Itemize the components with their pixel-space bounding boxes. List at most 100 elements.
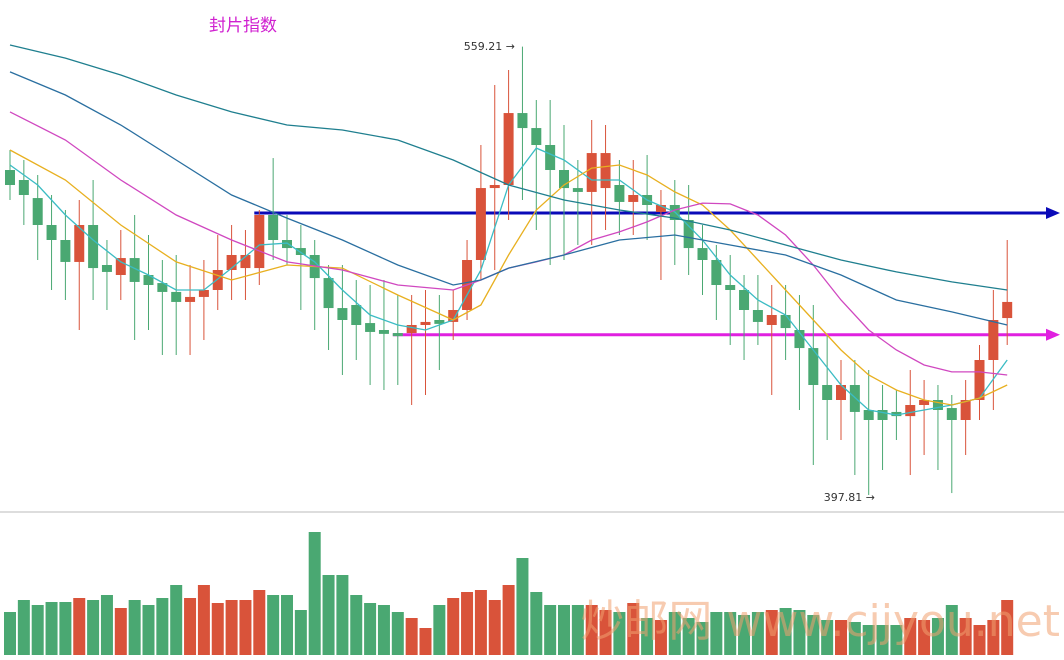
candle-body [905, 405, 916, 417]
volume-bar [239, 600, 252, 655]
volume-bar [654, 620, 667, 655]
candle-body [212, 270, 223, 290]
candle-body [323, 278, 334, 309]
candle-body [392, 333, 403, 337]
volume-bar [225, 600, 238, 655]
ma-line [9, 111, 1008, 376]
volume-bar [696, 622, 709, 655]
candle-body [32, 198, 43, 225]
candle-body [808, 348, 819, 385]
volume-bar [197, 585, 210, 655]
candle-body [115, 258, 126, 275]
volume-bar [931, 618, 944, 655]
candle-body [101, 265, 112, 272]
candle-body [46, 225, 57, 240]
volume-bar [641, 618, 654, 655]
candle-body [198, 290, 209, 297]
candle-body [988, 320, 999, 360]
volume-bar [544, 605, 557, 655]
candle-body [282, 240, 292, 249]
candle-body [365, 323, 376, 332]
candle-body [822, 385, 833, 400]
volume-bar [682, 618, 695, 655]
volume-bar [433, 605, 446, 655]
candle-body [655, 205, 666, 212]
volume-bar [405, 618, 418, 655]
volume-bar [779, 608, 792, 655]
candle-body [1002, 301, 1013, 319]
candle-body [295, 248, 306, 255]
volume-bar [668, 612, 681, 655]
candle-body [545, 145, 556, 170]
volume-bar [377, 605, 390, 655]
volume-bar [156, 598, 169, 655]
volume-bar [100, 595, 113, 655]
volume-bar [59, 602, 72, 655]
volume-bar [308, 532, 321, 655]
volume-bar [350, 595, 363, 655]
candle-body [974, 360, 985, 400]
candle-body [711, 260, 722, 285]
volume-bar [599, 610, 612, 655]
volume-bar [267, 595, 280, 655]
volume-bar [447, 598, 460, 655]
candle-body [697, 248, 708, 260]
volume-bar [724, 612, 737, 655]
min-annotation: 397.81 → [824, 491, 875, 504]
candle-body [254, 215, 265, 269]
candle-body [378, 330, 389, 334]
volume-bar [281, 595, 293, 655]
price-panel [5, 44, 1060, 495]
candle-body [489, 185, 500, 189]
candle-body [946, 408, 957, 420]
volume-bar [918, 620, 931, 655]
candle-body [171, 291, 182, 302]
volume-bar [142, 605, 155, 655]
candle-body [891, 411, 902, 417]
volume-bar [294, 610, 307, 655]
candle-body [157, 283, 168, 292]
volume-bar [31, 605, 44, 655]
volume-bar [336, 575, 349, 655]
candle-body [752, 310, 763, 322]
volume-bar [945, 605, 958, 655]
volume-bar [364, 603, 377, 655]
candle-body [614, 185, 625, 202]
candle-body [517, 113, 528, 129]
candle-body [240, 255, 251, 269]
volume-bar [765, 610, 778, 655]
volume-bar [613, 612, 626, 655]
max-annotation: 559.21 → [464, 40, 515, 53]
volume-bar [862, 625, 875, 655]
volume-bar [959, 618, 972, 655]
candle-body [129, 258, 140, 282]
candle-body [559, 170, 569, 189]
volume-bar [1001, 600, 1014, 655]
ma-line [9, 44, 1008, 291]
candle-body [836, 385, 846, 400]
volume-bar [710, 612, 723, 655]
volume-bar [4, 612, 16, 655]
volume-bar [848, 622, 861, 655]
candle-body [794, 330, 805, 349]
candle-body [268, 215, 279, 240]
candle-body [739, 290, 750, 310]
level-arrowhead [1046, 328, 1060, 341]
volume-bar [128, 600, 141, 655]
candle-body [531, 128, 542, 145]
candle-body [18, 180, 29, 195]
candle-body [434, 320, 445, 324]
volume-bar [987, 620, 1000, 655]
volume-bar [585, 605, 598, 655]
candle-body [780, 315, 791, 329]
volume-bar [184, 598, 197, 655]
candle-body [628, 195, 639, 202]
volume-bar [114, 608, 127, 655]
candle-body [600, 153, 611, 189]
volume-bar [793, 610, 806, 655]
candle-body [960, 400, 971, 420]
volume-bar [87, 600, 100, 655]
candle-body [863, 410, 874, 420]
candle-body [448, 310, 459, 322]
